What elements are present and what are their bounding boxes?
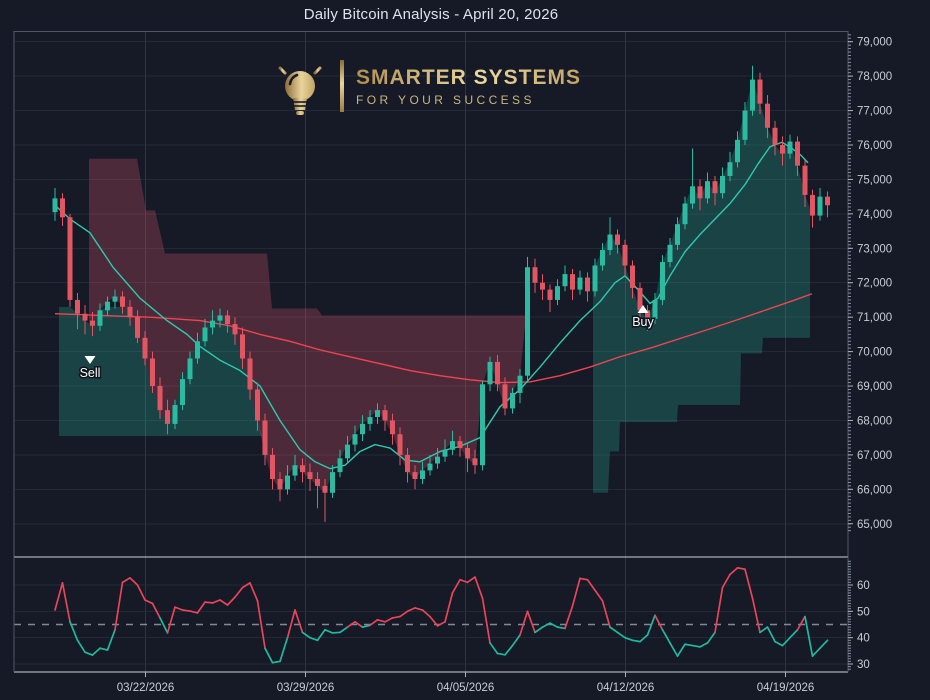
svg-text:76,000: 76,000 [857,140,892,152]
ma-slow-line [54,293,813,384]
logo-divider [340,60,344,112]
svg-text:60: 60 [857,580,870,592]
buy-marker: Buy [631,305,656,331]
bull-cloud [59,306,262,436]
svg-text:67,000: 67,000 [857,450,892,462]
svg-text:03/29/2026: 03/29/2026 [277,682,335,694]
bull-cloud [593,79,810,493]
candles-layer [52,65,830,523]
signal-markers-layer: Sell Buy [78,305,656,382]
page-title: Daily Bitcoin Analysis - April 20, 2026 [303,6,559,23]
svg-text:65,000: 65,000 [857,519,892,531]
svg-text:Sell: Sell [80,366,101,380]
svg-text:50: 50 [857,606,870,618]
svg-text:72,000: 72,000 [857,278,892,290]
svg-text:75,000: 75,000 [857,174,892,186]
svg-text:04/12/2026: 04/12/2026 [597,682,655,694]
svg-text:30: 30 [857,659,870,671]
lightbulb-icon [273,57,327,115]
bear-cloud [89,158,526,493]
svg-text:70,000: 70,000 [857,347,892,359]
oscillator-layer [14,567,848,664]
svg-text:78,000: 78,000 [857,71,892,83]
brand-logo: SMARTER SYSTEMS FOR YOUR SUCCESS [272,54,581,118]
svg-text:77,000: 77,000 [857,106,892,118]
svg-text:79,000: 79,000 [857,37,892,49]
panel-borders [13,31,849,673]
svg-text:69,000: 69,000 [857,381,892,393]
svg-text:40: 40 [857,633,870,645]
logo-line1: SMARTER SYSTEMS [356,65,582,89]
trend-clouds-layer [59,79,810,493]
svg-text:68,000: 68,000 [857,415,892,427]
svg-text:03/22/2026: 03/22/2026 [117,682,175,694]
svg-text:71,000: 71,000 [857,312,892,324]
sell-marker: Sell [78,356,102,382]
logo-line2: FOR YOUR SUCCESS [356,92,535,107]
svg-text:73,000: 73,000 [857,243,892,255]
price-axis[interactable]: 79,000 78,000 77,000 76,000 75,000 74,000 73,0… [848,32,930,673]
svg-text:66,000: 66,000 [857,484,892,496]
svg-text:74,000: 74,000 [857,209,892,221]
svg-text:04/19/2026: 04/19/2026 [757,682,815,694]
svg-text:Buy: Buy [632,315,654,329]
svg-text:04/05/2026: 04/05/2026 [437,682,495,694]
time-axis[interactable]: 03/22/2026 03/29/2026 04/05/2026 04/12/2026… [14,672,848,700]
